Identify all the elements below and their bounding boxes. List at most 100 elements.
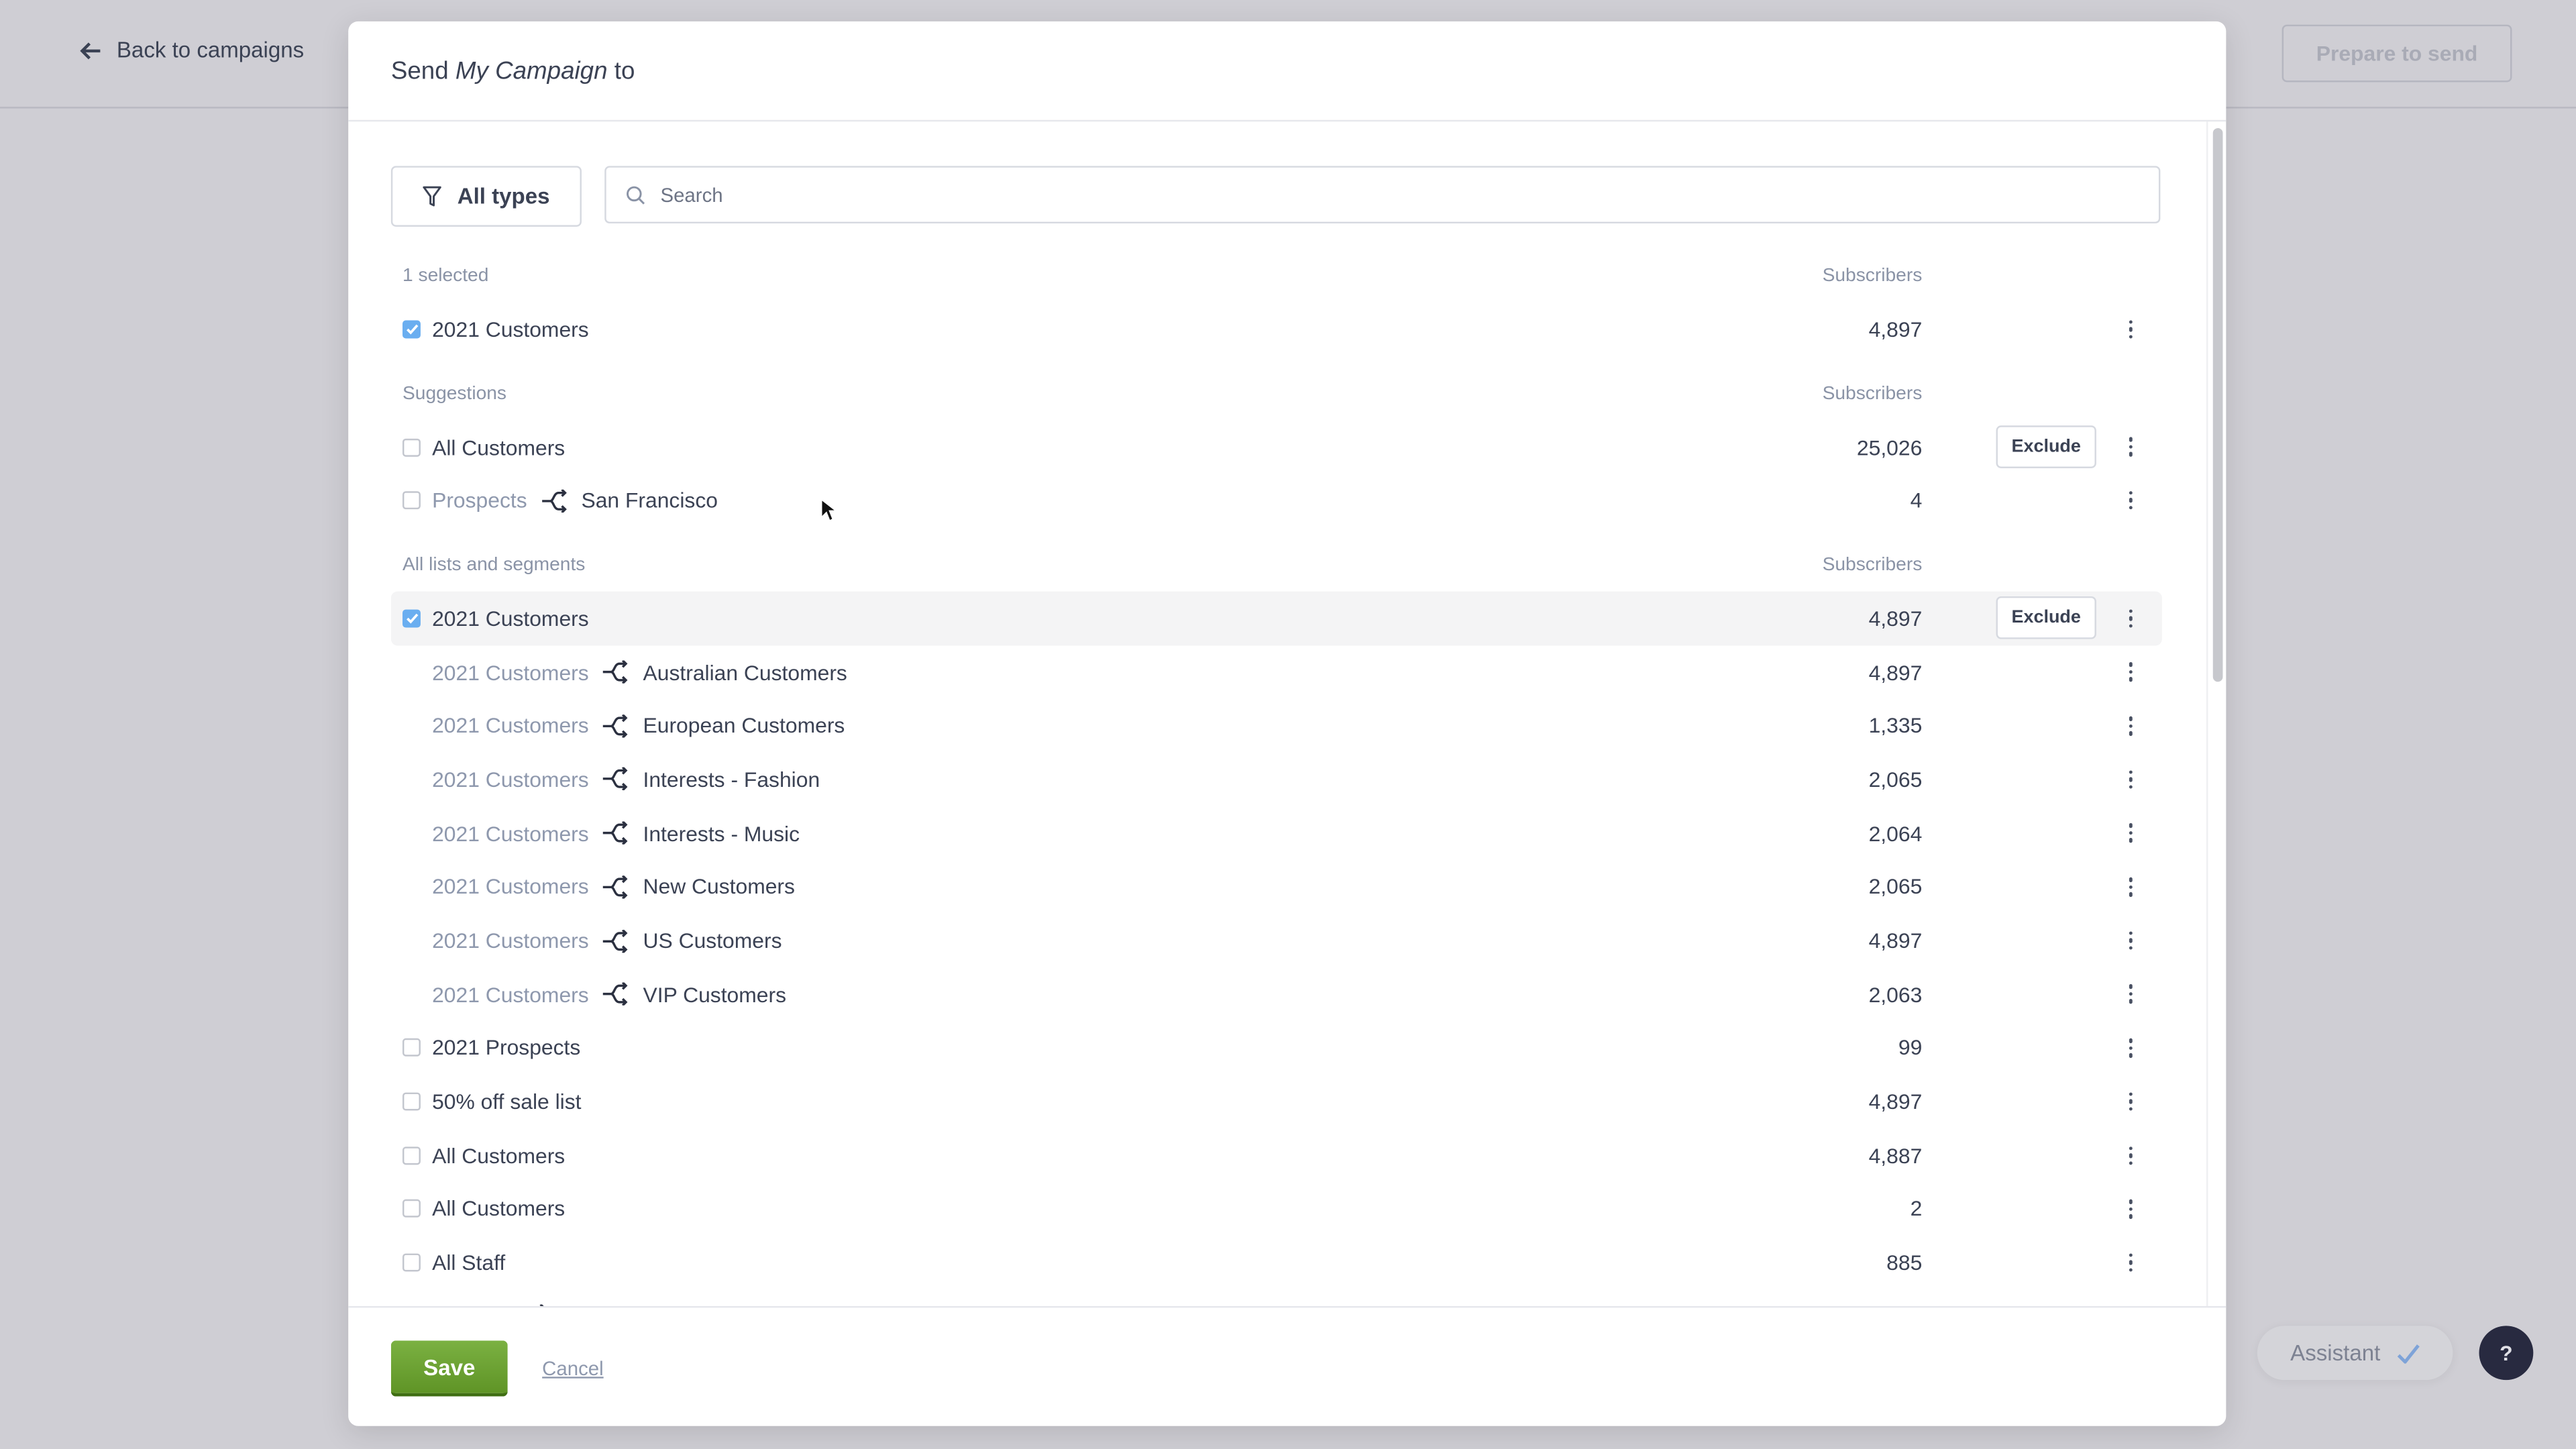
prepare-to-send-button[interactable]: Prepare to send xyxy=(2282,24,2512,83)
exclude-button[interactable]: Exclude xyxy=(1996,425,2096,469)
more-options-icon[interactable] xyxy=(2125,931,2138,951)
parent-list-name: 2021 Customers xyxy=(432,820,589,846)
back-to-campaigns-link[interactable]: Back to campaigns xyxy=(79,38,305,63)
scrollbar[interactable] xyxy=(2206,121,2226,1306)
checkmark-icon xyxy=(405,613,418,624)
list-name: European Customers xyxy=(643,713,845,739)
list-item[interactable]: 2021 Customers VIP Customers 2,063 xyxy=(391,967,2162,1021)
checkbox[interactable] xyxy=(402,1199,421,1218)
parent-list-name: 2021 Customers xyxy=(432,981,589,1007)
more-options-icon[interactable] xyxy=(2125,491,2138,511)
subscriber-count: 99 xyxy=(1898,1035,1923,1061)
subscribers-column-header: Subscribers xyxy=(1822,384,1923,404)
list-name: 2021 Prospects xyxy=(432,1035,581,1061)
exclude-button[interactable]: Exclude xyxy=(1996,596,2096,640)
send-to-modal: Send My Campaign to All types 1 selected… xyxy=(348,21,2226,1426)
segment-icon xyxy=(602,660,630,684)
list-name: 2021 Customers xyxy=(432,606,589,631)
list-item[interactable]: Prospects San Francisco 4 xyxy=(391,474,2162,527)
checkbox[interactable] xyxy=(402,1146,421,1165)
more-options-icon[interactable] xyxy=(2125,319,2138,339)
more-options-icon[interactable] xyxy=(2125,1199,2138,1219)
list-item[interactable]: All Customers 2 xyxy=(391,1182,2162,1236)
parent-list-name: 2021 Customers xyxy=(432,659,589,685)
checkbox[interactable] xyxy=(402,1038,421,1057)
title-suffix: to xyxy=(614,56,635,85)
scrollbar-thumb[interactable] xyxy=(2212,128,2223,682)
back-label: Back to campaigns xyxy=(116,38,305,63)
more-options-icon[interactable] xyxy=(2125,716,2138,735)
list-item[interactable]: All Staff 885 xyxy=(391,1236,2162,1289)
subscriber-count: 4,897 xyxy=(1868,606,1923,631)
check-icon xyxy=(2397,1343,2420,1363)
parent-list-name: 2021 Customers xyxy=(432,767,589,792)
list-name: Interests - Fashion xyxy=(643,767,820,792)
list-name: All Staff xyxy=(432,1250,506,1275)
search-input[interactable] xyxy=(657,181,2110,208)
type-filter-button[interactable]: All types xyxy=(390,166,582,227)
segment-icon xyxy=(602,714,630,738)
segment-icon xyxy=(540,489,568,513)
segment-icon xyxy=(602,983,630,1006)
list-content[interactable]: All types 1 selected Subscribers 2021 Cust… xyxy=(348,121,2206,1306)
list-item[interactable]: 2021 Customers US Customers 4,897 xyxy=(391,914,2162,967)
subscriber-count: 4,887 xyxy=(1868,1142,1923,1168)
list-item[interactable]: All Customers 4,887 xyxy=(391,1128,2162,1182)
more-options-icon[interactable] xyxy=(2125,1253,2138,1273)
list-name: VIP Customers xyxy=(643,981,787,1007)
list-name: All Customers xyxy=(432,1142,566,1168)
list-item[interactable]: 2021 Customers European Customers 1,335 xyxy=(391,699,2162,753)
more-options-icon[interactable] xyxy=(2125,437,2138,457)
cancel-link[interactable]: Cancel xyxy=(542,1356,604,1381)
list-name: Australian Customers xyxy=(643,659,847,685)
modal-footer: Save Cancel xyxy=(348,1305,2226,1426)
checkbox[interactable] xyxy=(402,1253,421,1272)
checkbox[interactable] xyxy=(402,1092,421,1111)
parent-list-name: Prospects xyxy=(432,488,527,513)
more-options-icon[interactable] xyxy=(2125,769,2138,790)
list-item[interactable]: 2021 Customers 4,897 Exclude xyxy=(390,591,2162,645)
list-item[interactable]: All Staff Jan 885 xyxy=(391,1289,2162,1306)
list-item[interactable]: 2021 Customers Interests - Music 2,064 xyxy=(391,806,2162,860)
assistant-button[interactable]: Assistant xyxy=(2257,1326,2453,1381)
list-name: 50% off sale list xyxy=(432,1089,582,1114)
save-button[interactable]: Save xyxy=(390,1340,508,1397)
assistant-label: Assistant xyxy=(2290,1340,2381,1366)
section-label: All lists and segments xyxy=(402,555,586,576)
more-options-icon[interactable] xyxy=(2125,877,2138,897)
list-item[interactable]: 2021 Customers Interests - Fashion 2,065 xyxy=(391,753,2162,806)
section-label: Suggestions xyxy=(402,384,507,404)
list-item[interactable]: 50% off sale list 4,897 xyxy=(391,1075,2162,1128)
help-button[interactable]: ? xyxy=(2479,1326,2534,1381)
more-options-icon[interactable] xyxy=(2125,1038,2138,1058)
filter-bar: All types xyxy=(390,166,2161,227)
checkbox[interactable] xyxy=(402,437,421,456)
parent-list-name: 2021 Customers xyxy=(432,713,589,739)
checkbox[interactable] xyxy=(402,609,421,628)
more-options-icon[interactable] xyxy=(2125,662,2138,682)
list-item[interactable]: All Customers 25,026 Exclude xyxy=(391,420,2162,474)
list-item[interactable]: 2021 Customers Australian Customers 4,897 xyxy=(391,645,2162,699)
more-options-icon[interactable] xyxy=(2125,823,2138,843)
more-options-icon[interactable] xyxy=(2125,1092,2138,1112)
mouse-cursor-icon xyxy=(820,498,837,522)
subscriber-count: 2,063 xyxy=(1868,981,1923,1007)
list-item[interactable]: 2021 Prospects 99 xyxy=(391,1021,2162,1075)
segment-list: 1 selected Subscribers 2021 Customers 4,897… xyxy=(390,238,2162,1306)
list-item[interactable]: 2021 Customers 4,897 xyxy=(391,303,2162,356)
list-name: US Customers xyxy=(643,928,782,953)
list-item[interactable]: 2021 Customers New Customers 2,065 xyxy=(391,860,2162,914)
campaign-name: My Campaign xyxy=(455,56,608,85)
list-name: San Francisco xyxy=(581,488,718,513)
more-options-icon[interactable] xyxy=(2125,985,2138,1004)
checkbox[interactable] xyxy=(402,491,421,510)
more-options-icon[interactable] xyxy=(2125,1146,2138,1165)
subscriber-count: 885 xyxy=(1886,1304,1922,1306)
more-options-icon[interactable] xyxy=(2125,608,2138,628)
search-field[interactable] xyxy=(604,166,2161,224)
segment-icon xyxy=(602,875,630,899)
checkbox[interactable] xyxy=(402,320,421,339)
subscriber-count: 4,897 xyxy=(1868,1089,1923,1114)
subscriber-count: 2 xyxy=(1910,1197,1923,1222)
